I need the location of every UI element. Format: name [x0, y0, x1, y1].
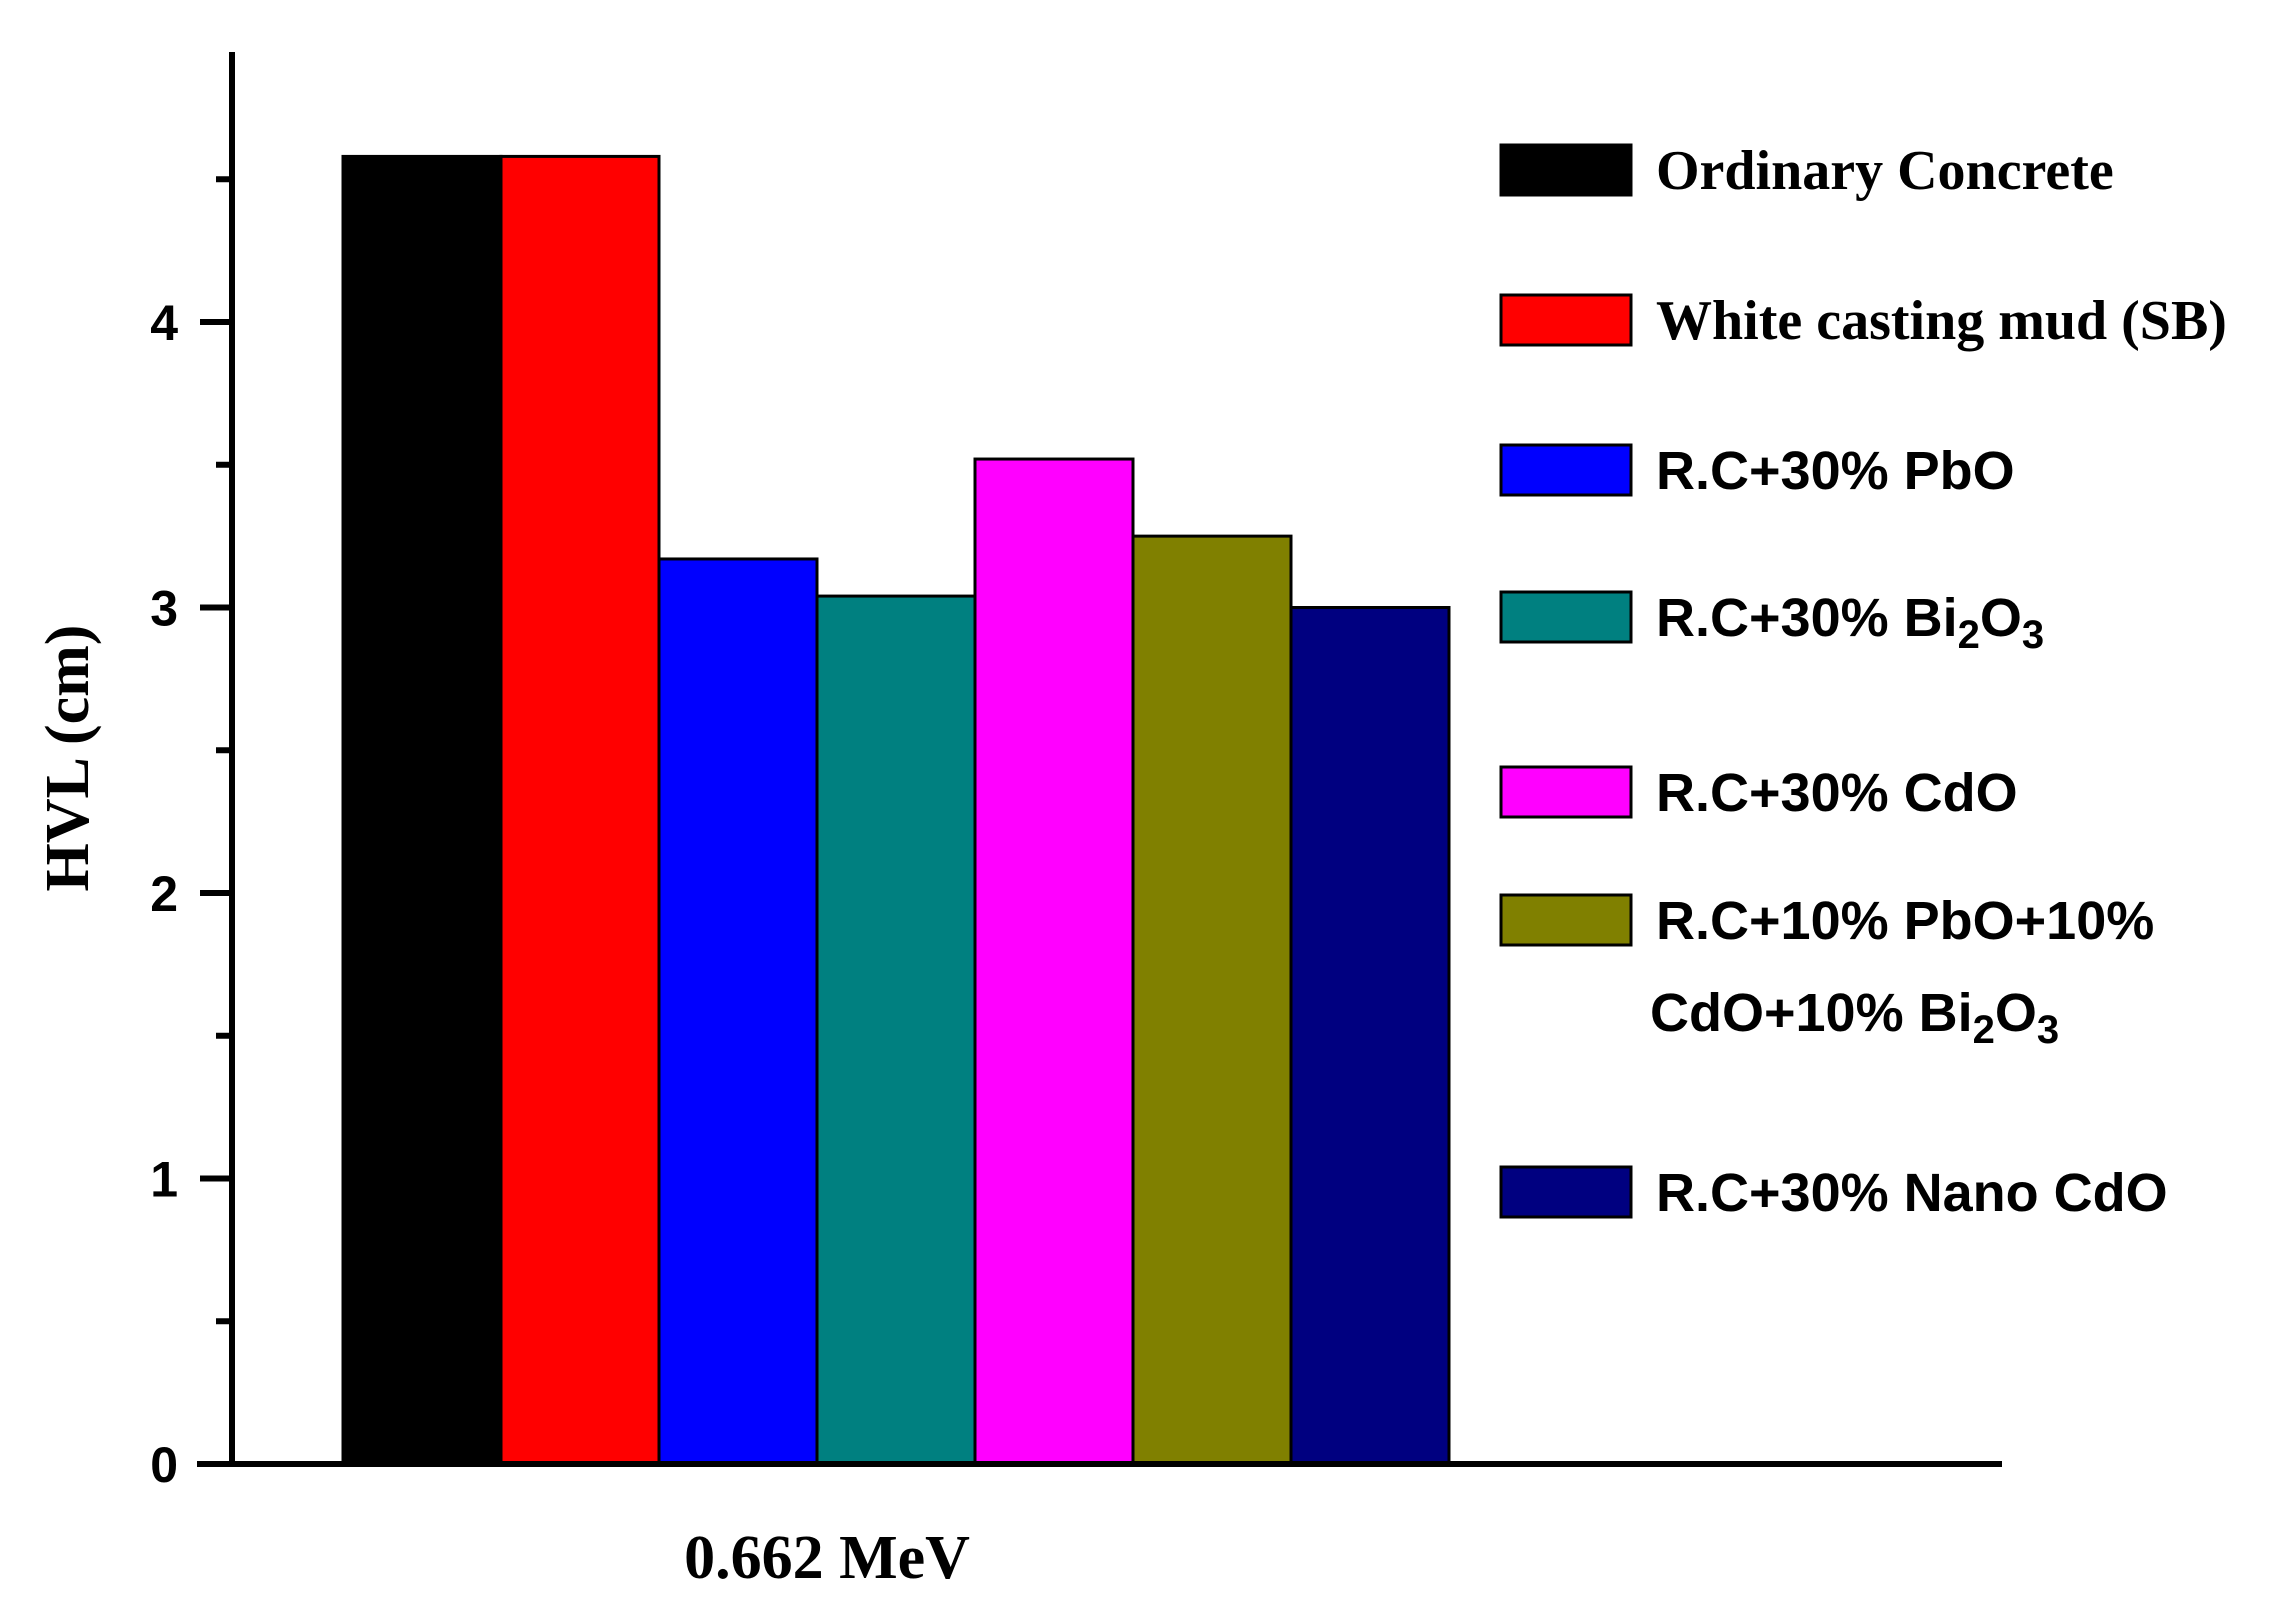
legend-label: R.C+30% Nano CdO	[1656, 1163, 2168, 1223]
legend-swatch	[1499, 893, 1633, 947]
y-tick-label: 3	[150, 581, 178, 637]
legend-label: R.C+30% CdO	[1656, 763, 2018, 823]
legend-label: CdO+10% Bi2O3	[1650, 983, 2059, 1052]
legend-item-r-c-10-pbo-10-cdo-10-bi2o3: R.C+10% PbO+10% CdO+10% Bi2O3	[1499, 891, 2154, 1052]
legend-label: R.C+30% Bi2O3	[1656, 588, 2044, 657]
legend-swatch	[1499, 1165, 1633, 1219]
legend-item-ordinary-concrete: Ordinary Concrete	[1499, 140, 2114, 202]
y-axis-title: HVL (cm)	[34, 625, 102, 892]
y-tick-label: 4	[150, 295, 178, 351]
legend-swatch	[1499, 143, 1633, 197]
x-category-label: 0.662 MeV	[684, 1524, 970, 1592]
y-tick-label: 1	[150, 1152, 178, 1208]
legend-label: R.C+30% PbO	[1656, 441, 2015, 501]
bar-r-c-30-nano-cdo	[1289, 606, 1451, 1466]
legend-item-white-casting-mud-sb: White casting mud (SB)	[1499, 290, 2227, 352]
bar-r-c-30-cdo	[973, 457, 1135, 1466]
legend-item-r-c-30-pbo: R.C+30% PbO	[1499, 441, 2015, 501]
legend-label: R.C+10% PbO+10%	[1656, 891, 2154, 951]
bar-white-casting-mud-sb	[499, 154, 661, 1466]
legend-item-r-c-30-cdo: R.C+30% CdO	[1499, 763, 2018, 823]
bar-r-c-30-bi2o3	[815, 594, 977, 1466]
legend: Ordinary Concrete White casting mud (SB) R…	[1499, 140, 2227, 1223]
bar-r-c-30-pbo	[657, 557, 819, 1466]
y-tick-label: 0	[150, 1437, 178, 1493]
bar-ordinary-concrete	[341, 154, 503, 1466]
legend-label: White casting mud (SB)	[1656, 290, 2227, 352]
legend-swatch	[1499, 443, 1633, 497]
bar-r-c-10-pbo-10-cdo-10-bi2o3	[1131, 534, 1293, 1466]
axes: 0 1 2 3 4 0.662 MeV HVL (cm)	[34, 52, 2002, 1592]
legend-item-r-c-30-nano-cdo: R.C+30% Nano CdO	[1499, 1163, 2168, 1223]
legend-swatch	[1499, 293, 1633, 347]
legend-item-r-c-30-bi2o3: R.C+30% Bi2O3	[1499, 588, 2044, 657]
y-tick-label: 2	[150, 866, 178, 922]
legend-swatch	[1499, 765, 1633, 819]
legend-label: Ordinary Concrete	[1656, 140, 2114, 202]
legend-swatch	[1499, 590, 1633, 644]
bar-group	[341, 154, 1451, 1466]
